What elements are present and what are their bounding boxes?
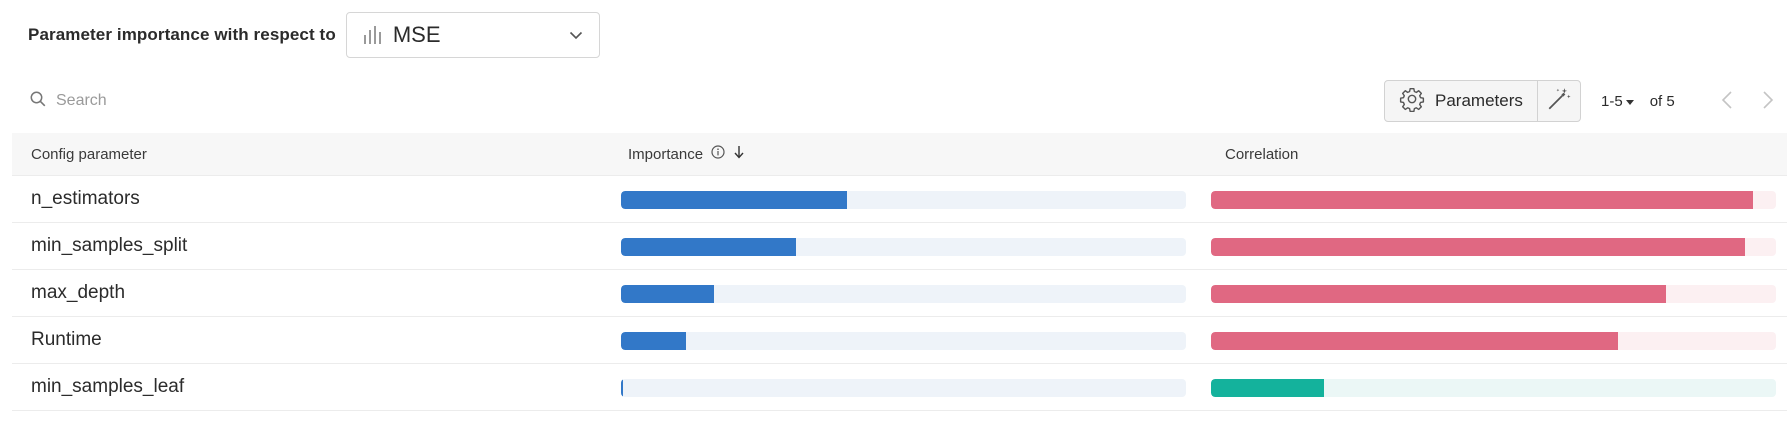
column-header-param[interactable]: Config parameter [31,133,147,175]
panel-header: Parameter importance with respect to MSE [28,11,600,59]
table-row: max_depth [12,270,1787,317]
correlation-bar-fill [1211,285,1666,303]
importance-bar [621,191,1186,209]
next-page-button[interactable] [1762,90,1774,115]
correlation-bar-fill [1211,332,1618,350]
importance-bar-fill [621,191,847,209]
chevron-down-icon [569,31,583,40]
metric-value: MSE [392,22,441,47]
importance-bar [621,238,1186,256]
prev-page-button[interactable] [1721,90,1733,115]
correlation-bar [1211,379,1776,397]
parameters-label: Parameters [1435,91,1523,110]
param-name: min_samples_leaf [31,376,185,397]
table-body: n_estimators min_samples_split max_depth Ru… [12,176,1787,411]
param-name: max_depth [31,282,126,303]
param-name: min_samples_split [31,235,188,256]
importance-bar-fill [621,285,715,303]
parameters-button[interactable]: Parameters [1385,81,1538,121]
search-input[interactable] [54,91,398,111]
magic-wand-button[interactable] [1538,81,1580,121]
table-row: Runtime [12,317,1787,364]
column-label-correlation: Correlation [1225,145,1299,163]
table-header: Config parameter Importance [12,133,1787,176]
metric-dropdown[interactable]: MSE [345,12,600,58]
search-icon [30,91,46,112]
bar-chart-icon [363,25,381,45]
page-size-dropdown[interactable]: 1-5 [1601,93,1634,110]
param-name: n_estimators [31,188,140,209]
table-row: min_samples_leaf [12,364,1787,411]
header-label: Parameter importance with respect to [28,25,336,44]
importance-bar [621,379,1186,397]
sort-descending-icon[interactable] [733,145,745,163]
page-total: of 5 [1649,92,1675,110]
column-header-correlation[interactable]: Correlation [1225,133,1298,175]
param-name: Runtime [31,329,102,350]
correlation-bar [1211,332,1776,350]
parameter-table: Config parameter Importance [12,133,1787,411]
table-row: n_estimators [12,176,1787,223]
correlation-bar-fill [1211,238,1745,256]
magic-wand-icon [1546,86,1572,117]
correlation-bar [1211,285,1776,303]
pagination: 1-5 of 5 [1601,88,1675,114]
caret-down-icon [1625,93,1634,110]
search-box [30,88,430,114]
correlation-bar-fill [1211,379,1324,397]
column-label-importance: Importance [628,145,704,163]
info-icon[interactable] [711,145,725,163]
gear-icon [1399,86,1425,117]
correlation-bar-fill [1211,191,1754,209]
parameters-button-group: Parameters [1384,80,1581,122]
importance-bar-fill [621,379,624,397]
importance-bar-fill [621,238,797,256]
column-label-param: Config parameter [31,145,147,163]
importance-bar-fill [621,332,686,350]
table-row: min_samples_split [12,223,1787,270]
correlation-bar [1211,191,1776,209]
column-header-importance[interactable]: Importance [628,133,745,175]
importance-bar [621,285,1186,303]
correlation-bar [1211,238,1776,256]
page-range: 1-5 [1601,92,1623,110]
importance-bar [621,332,1186,350]
